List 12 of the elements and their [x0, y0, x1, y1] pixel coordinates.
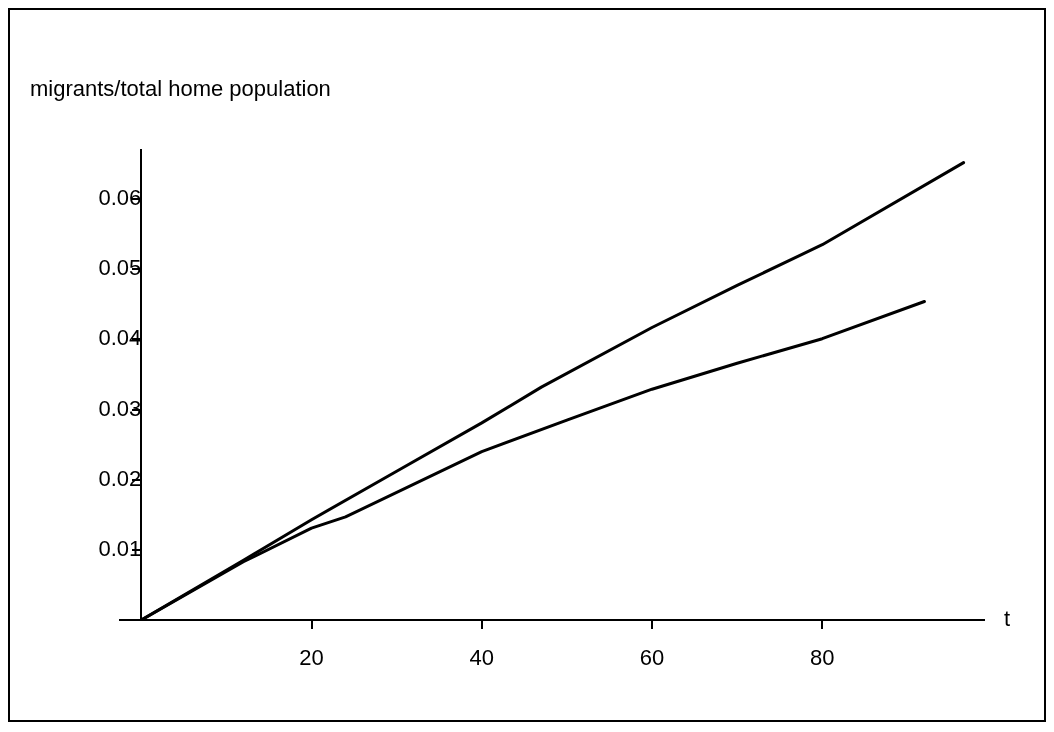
x-tick-label: 80 [810, 645, 835, 671]
y-axis-title: migrants/total home population [30, 76, 331, 102]
x-tick-label: 40 [469, 645, 495, 671]
y-tick-label: 0.06 [98, 185, 142, 211]
y-tick-label: 0.01 [98, 535, 142, 561]
y-tick-label: 0.05 [98, 255, 142, 281]
x-axis-title: t [1004, 606, 1011, 632]
x-tick-label: 20 [299, 645, 324, 671]
y-tick-label: 0.04 [98, 325, 142, 351]
y-tick-label: 0.02 [98, 465, 142, 491]
y-tick-label: 0.03 [98, 395, 142, 421]
x-tick-label: 60 [639, 645, 665, 671]
